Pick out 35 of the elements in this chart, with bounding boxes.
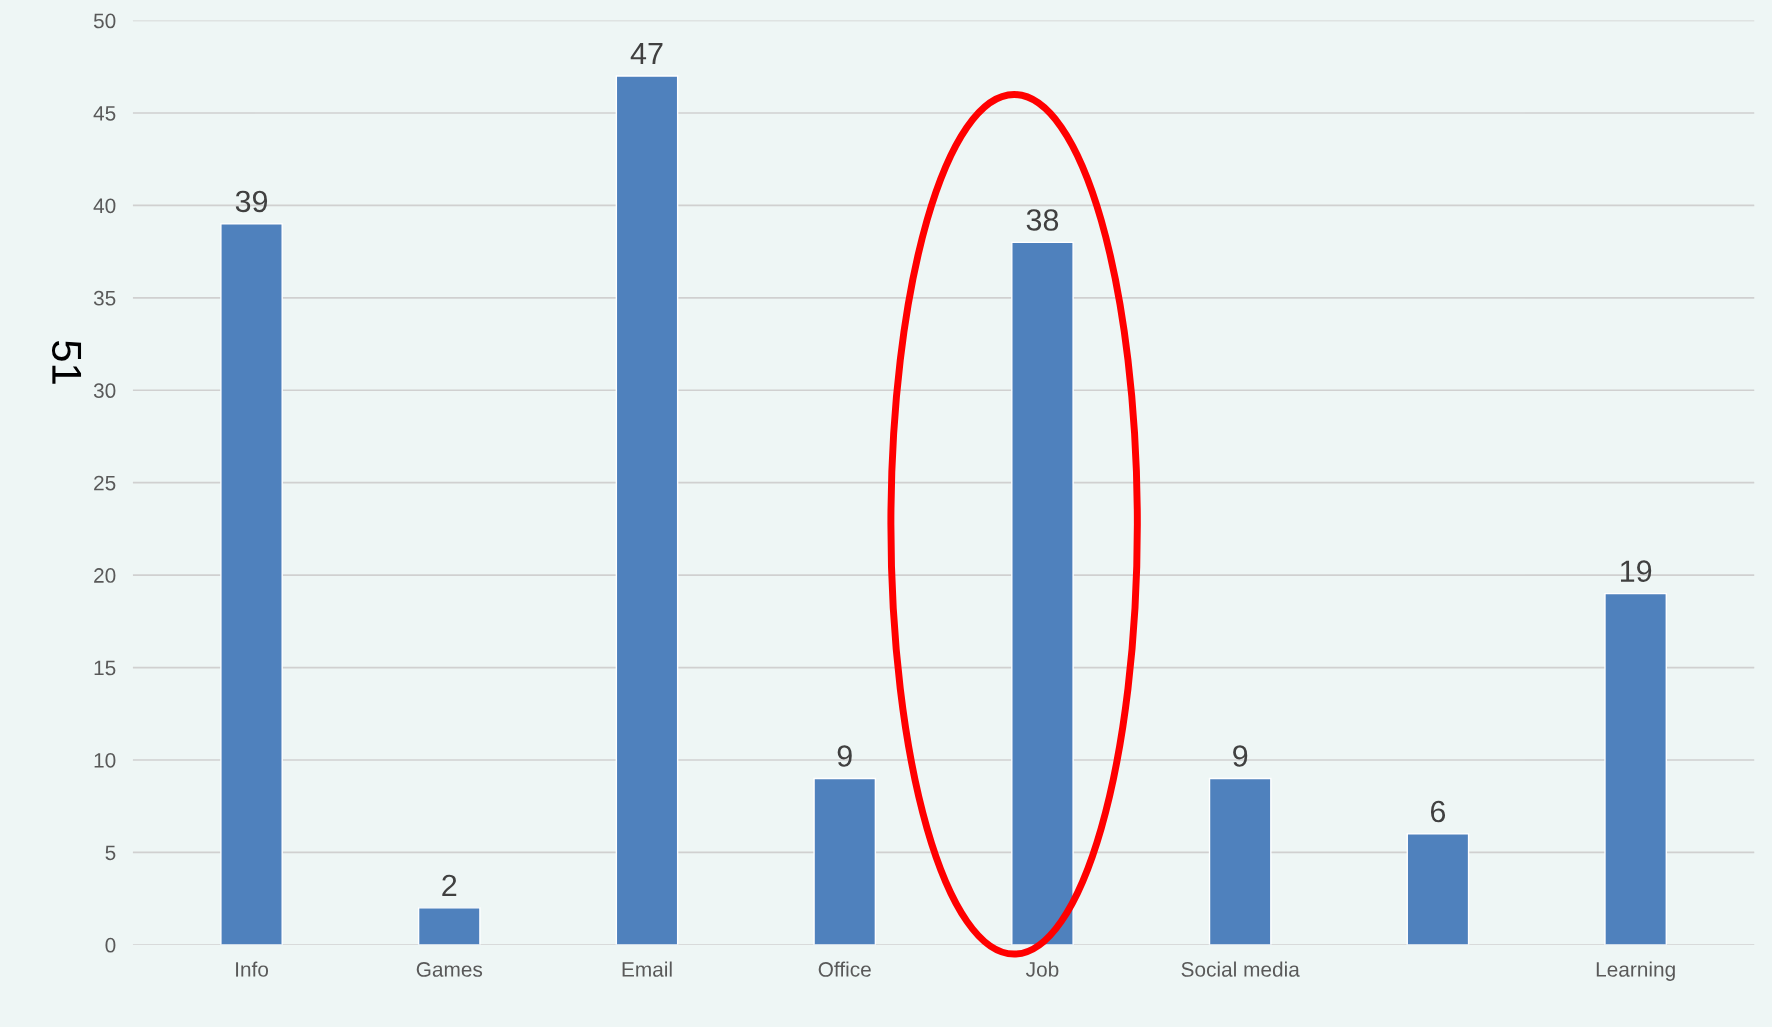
data-label: 9: [1233, 745, 1248, 767]
bar: [220, 223, 283, 945]
y-tick-label: 0: [105, 937, 116, 953]
data-label: 39: [235, 190, 268, 213]
y-tick-label: 40: [93, 198, 116, 214]
bar: [1406, 833, 1470, 945]
x-tick-label: Social media: [1181, 961, 1300, 977]
data-label: 9: [837, 745, 852, 767]
x-tick-label: Job: [1025, 961, 1059, 977]
bar: [1011, 241, 1074, 945]
y-tick-label: 25: [94, 475, 116, 491]
x-tick-label: Email: [622, 961, 672, 977]
bar: [813, 777, 877, 945]
x-tick-label: Games: [416, 962, 483, 977]
data-label: 19: [1620, 560, 1652, 583]
y-tick-label: 50: [93, 13, 116, 29]
bar: [1604, 592, 1667, 945]
bar: [1208, 777, 1272, 945]
bar: [615, 75, 679, 945]
y-tick-label: 15: [94, 660, 116, 676]
x-tick-label: Info: [236, 961, 269, 977]
data-label: 6: [1430, 800, 1446, 823]
y-tick-label: 35: [93, 290, 116, 306]
y-tick-label: 30: [93, 383, 116, 399]
data-label: 38: [1026, 209, 1059, 231]
y-tick-label: 20: [94, 568, 116, 583]
y-tick-label: 5: [105, 845, 116, 861]
y-tick-label: 10: [94, 752, 116, 768]
data-label: 2: [442, 874, 457, 896]
x-tick-label: Office: [818, 961, 871, 977]
bar: [417, 907, 481, 945]
x-tick-label: Learning: [1596, 961, 1675, 981]
y-tick-label: 45: [93, 106, 116, 121]
y-axis-title: 51: [51, 341, 82, 384]
data-label: 47: [630, 43, 663, 65]
